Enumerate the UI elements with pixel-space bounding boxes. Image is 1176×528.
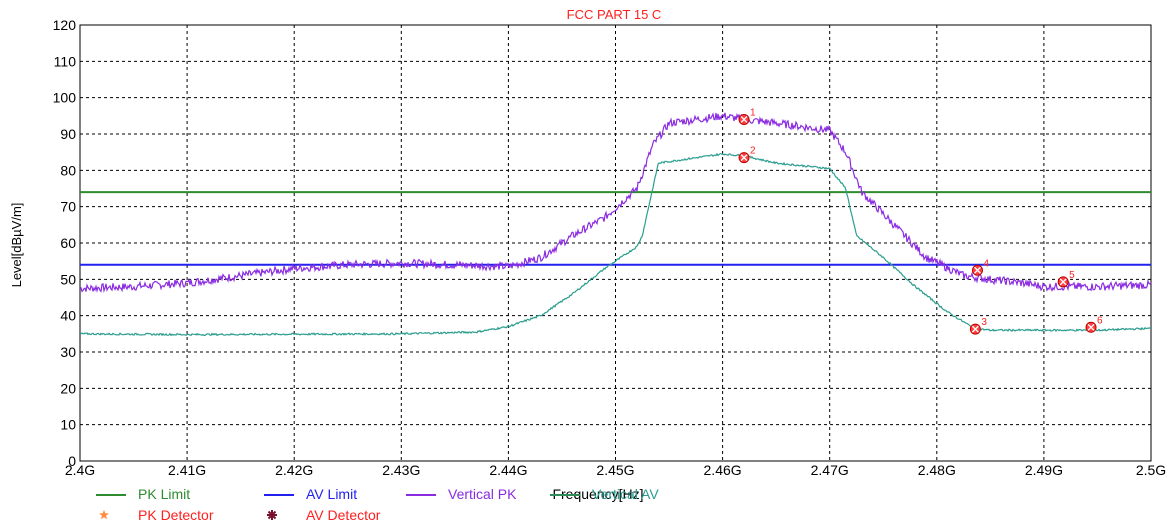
marker-label: 5 (1069, 270, 1075, 281)
legend-av-detector-label: AV Detector (306, 507, 381, 523)
legend-vertical-av-label: Vertical AV (592, 486, 659, 502)
legend-av-limit-label: AV Limit (306, 486, 357, 502)
y-tick-label: 20 (60, 380, 76, 396)
x-tick-label: 2.46G (704, 462, 742, 478)
y-tick-label: 110 (54, 53, 77, 69)
y-tick-label: 120 (53, 17, 77, 33)
legend-pk-detector-label: PK Detector (138, 507, 214, 523)
y-tick-label: 50 (60, 271, 76, 287)
legend-av-detector-icon (267, 510, 277, 520)
y-tick-label: 80 (60, 162, 76, 178)
legend-pk-detector-icon (99, 510, 109, 519)
y-tick-label: 90 (60, 126, 76, 142)
legend-pk-limit-label: PK Limit (138, 486, 190, 502)
x-tick-label: 2.43G (382, 462, 420, 478)
x-tick-label: 2.47G (811, 462, 849, 478)
legend-vertical-pk-label: Vertical PK (448, 486, 517, 502)
y-tick-label: 100 (53, 90, 77, 106)
plot-area: 2.4G 2.41G 2.42G 2.43G 2.44G 2.45G 2.46G 2.47G 2… (53, 17, 1167, 478)
y-tick-label: 70 (60, 199, 76, 215)
y-tick-label: 30 (60, 344, 76, 360)
y-tick-label: 0 (68, 453, 76, 469)
x-tick-label: 2.45G (596, 462, 634, 478)
y-tick-label: 40 (60, 308, 76, 324)
x-tick-label: 2.5G (1136, 462, 1166, 478)
x-tick-label: 2.49G (1025, 462, 1063, 478)
chart-title: FCC PART 15 C (567, 7, 662, 22)
x-tick-label: 2.44G (489, 462, 527, 478)
x-tick-label: 2.41G (168, 462, 206, 478)
y-axis-label: Level[dBµV/m] (9, 203, 24, 288)
marker-label: 2 (750, 146, 756, 157)
x-tick-label: 2.48G (918, 462, 956, 478)
marker-label: 4 (983, 258, 989, 269)
y-tick-label: 10 (60, 417, 76, 433)
marker-label: 6 (1097, 315, 1103, 326)
marker-label: 1 (750, 107, 756, 118)
y-tick-label: 60 (60, 235, 76, 251)
x-tick-label: 2.42G (275, 462, 313, 478)
marker-label: 3 (981, 317, 987, 328)
